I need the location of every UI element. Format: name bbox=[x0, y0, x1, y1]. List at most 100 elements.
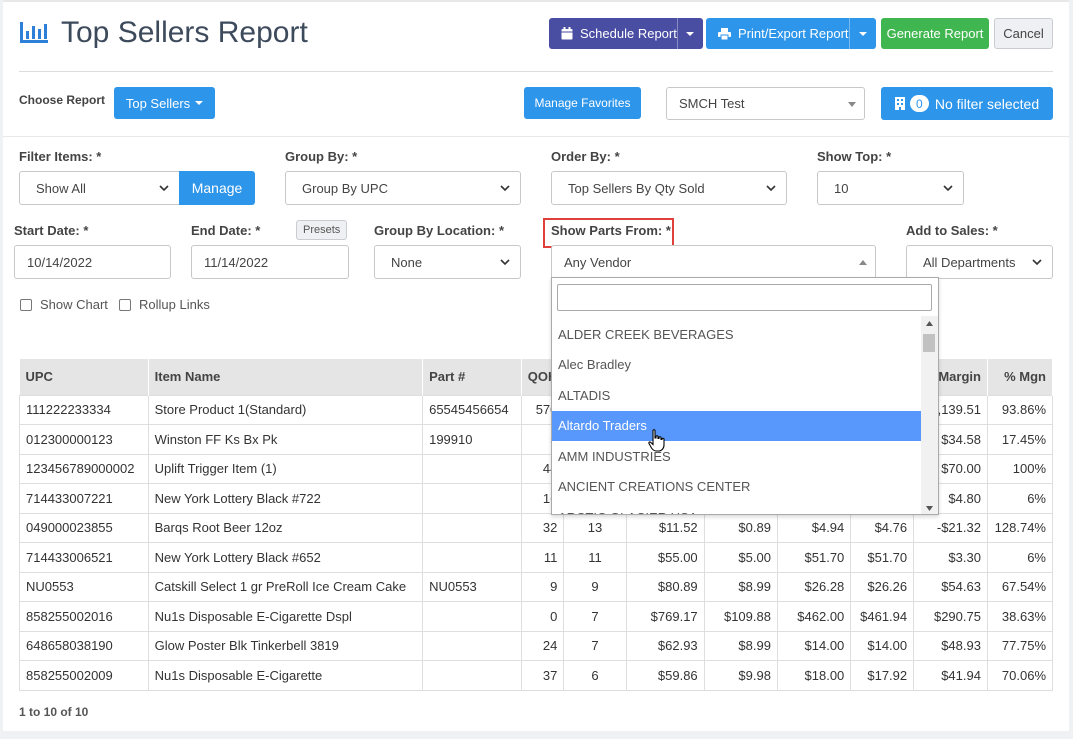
table-cell: 6% bbox=[986, 483, 1054, 514]
table-cell: NU0553 bbox=[422, 571, 522, 602]
choose-report-label: Choose Report bbox=[19, 93, 106, 107]
group-by-select[interactable]: Group By UPC bbox=[285, 171, 521, 205]
rollup-links-checkbox[interactable]: Rollup Links bbox=[119, 297, 210, 312]
table-cell: $80.89 bbox=[625, 571, 705, 602]
column-header[interactable]: UPC bbox=[19, 359, 149, 395]
scrollbar-thumb[interactable] bbox=[923, 334, 935, 352]
show-chart-label: Show Chart bbox=[40, 297, 108, 312]
start-date-label: Start Date: * bbox=[14, 223, 89, 238]
table-cell: NU0553 bbox=[19, 571, 149, 602]
chevron-down-icon bbox=[500, 259, 510, 266]
group-by-location-value: None bbox=[391, 254, 423, 270]
table-cell: $41.94 bbox=[913, 660, 988, 691]
header-divider bbox=[19, 71, 1053, 72]
table-cell: 049000023855 bbox=[19, 512, 149, 543]
table-cell: 65545456654 bbox=[422, 394, 522, 425]
table-cell bbox=[422, 453, 522, 484]
dropdown-scrollbar[interactable] bbox=[921, 316, 938, 514]
show-top-select[interactable]: 10 bbox=[817, 171, 964, 205]
checkbox-box[interactable] bbox=[20, 298, 32, 311]
table-cell: 9 bbox=[520, 571, 565, 602]
section-divider bbox=[3, 136, 1069, 137]
show-chart-checkbox[interactable]: Show Chart bbox=[20, 297, 108, 312]
end-date-value: 11/14/2022 bbox=[204, 254, 269, 270]
store-select[interactable]: SMCH Test bbox=[666, 87, 865, 120]
report-page: Top Sellers Report Schedule Report Print… bbox=[3, 0, 1069, 731]
table-cell: $17.92 bbox=[850, 660, 915, 691]
rollup-links-label: Rollup Links bbox=[139, 297, 210, 312]
vendor-search-input[interactable] bbox=[557, 284, 932, 311]
cancel-button[interactable]: Cancel bbox=[994, 18, 1053, 49]
schedule-report-dropdown[interactable] bbox=[676, 18, 703, 49]
checkbox-box[interactable] bbox=[119, 298, 131, 311]
report-type-button[interactable]: Top Sellers bbox=[114, 87, 215, 119]
table-cell: $0.89 bbox=[703, 512, 778, 543]
schedule-report-button[interactable]: Schedule Report bbox=[549, 18, 703, 49]
group-by-location-select[interactable]: None bbox=[374, 245, 521, 279]
table-cell: $54.63 bbox=[913, 571, 988, 602]
vendor-dropdown: ALDER CREEK BEVERAGES Alec Bradley ALTADIS… bbox=[551, 277, 939, 515]
filter-selection-button[interactable]: 0 No filter selected bbox=[881, 87, 1053, 120]
page-title: Top Sellers Report bbox=[61, 16, 308, 49]
generate-report-button[interactable]: Generate Report bbox=[881, 18, 989, 49]
table-row[interactable]: 648658038190 Glow Poster Blk Tinkerbell 3… bbox=[19, 630, 1054, 661]
vendor-option[interactable]: Alec Bradley bbox=[558, 357, 631, 373]
table-cell: Barqs Root Beer 12oz bbox=[147, 512, 424, 543]
chevron-down-icon bbox=[766, 185, 776, 192]
vendor-option[interactable]: ALTADIS bbox=[558, 387, 611, 403]
caret-up-icon bbox=[859, 260, 867, 265]
table-cell: $14.00 bbox=[850, 630, 915, 661]
table-cell: $5.00 bbox=[703, 542, 778, 573]
table-cell bbox=[422, 542, 522, 573]
table-cell: 111222233334 bbox=[19, 394, 149, 425]
caret-down-icon bbox=[858, 31, 867, 36]
scroll-up-icon[interactable] bbox=[926, 321, 933, 326]
table-cell: 13 bbox=[563, 512, 627, 543]
presets-button[interactable]: Presets bbox=[296, 220, 348, 240]
table-cell: 32 bbox=[520, 512, 565, 543]
caret-down-icon bbox=[848, 102, 856, 107]
vendor-option[interactable]: ANCIENT CREATIONS CENTER bbox=[558, 479, 751, 495]
table-row[interactable]: 714433006521 New York Lottery Black #652 1… bbox=[19, 542, 1054, 573]
column-header[interactable]: Item Name bbox=[148, 359, 424, 395]
table-cell: 128.74% bbox=[986, 512, 1054, 543]
end-date-input[interactable]: 11/14/2022 bbox=[191, 245, 349, 279]
show-parts-from-select[interactable]: Any Vendor bbox=[551, 245, 876, 279]
print-export-button[interactable]: Print/Export Report bbox=[706, 18, 876, 49]
table-cell: 38.63% bbox=[986, 601, 1054, 632]
table-cell: Uplift Trigger Item (1) bbox=[147, 453, 424, 484]
manage-button[interactable]: Manage bbox=[179, 171, 255, 205]
table-cell: $462.00 bbox=[776, 601, 852, 632]
column-header[interactable]: % Mgn bbox=[987, 359, 1054, 395]
store-select-value: SMCH Test bbox=[679, 96, 745, 111]
start-date-input[interactable]: 10/14/2022 bbox=[14, 245, 171, 279]
table-cell: $461.94 bbox=[850, 601, 915, 632]
table-row[interactable]: 858255002009 Nu1s Disposable E-Cigarette 3… bbox=[19, 660, 1054, 691]
vendor-option[interactable]: Altardo Traders bbox=[552, 410, 921, 441]
manage-favorites-button[interactable]: Manage Favorites bbox=[524, 87, 641, 119]
print-export-dropdown[interactable] bbox=[848, 18, 876, 49]
table-cell bbox=[422, 630, 522, 661]
table-cell: 77.75% bbox=[986, 630, 1054, 661]
order-by-select[interactable]: Top Sellers By Qty Sold bbox=[551, 171, 787, 205]
vendor-option[interactable]: ALDER CREEK BEVERAGES bbox=[558, 326, 734, 342]
table-cell: 858255002016 bbox=[19, 601, 149, 632]
table-cell: 0 bbox=[520, 601, 565, 632]
filter-items-label: Filter Items: * bbox=[19, 149, 102, 164]
vendor-option[interactable]: AMM INDUSTRIES bbox=[558, 448, 671, 464]
scroll-down-icon[interactable] bbox=[926, 506, 933, 511]
table-cell: $62.93 bbox=[625, 630, 705, 661]
calendar-icon bbox=[561, 27, 573, 40]
column-header[interactable]: Part # bbox=[422, 359, 522, 395]
vendor-option[interactable]: ARCTIC GLACIER USA bbox=[552, 502, 921, 514]
table-row[interactable]: NU0553 Catskill Select 1 gr PreRoll Ice C… bbox=[19, 571, 1054, 602]
table-cell: 9 bbox=[563, 571, 627, 602]
table-cell: Winston FF Ks Bx Pk bbox=[147, 424, 424, 455]
table-row[interactable]: 049000023855 Barqs Root Beer 12oz 32 13 $11.… bbox=[19, 512, 1054, 543]
filter-items-select[interactable]: Show All bbox=[19, 171, 180, 205]
table-row[interactable]: 858255002016 Nu1s Disposable E-Cigarette … bbox=[19, 601, 1054, 632]
schedule-report-label: Schedule Report bbox=[580, 26, 677, 41]
table-cell: $26.26 bbox=[850, 571, 915, 602]
add-to-sales-select[interactable]: All Departments bbox=[906, 245, 1053, 279]
show-top-label: Show Top: * bbox=[817, 149, 892, 164]
